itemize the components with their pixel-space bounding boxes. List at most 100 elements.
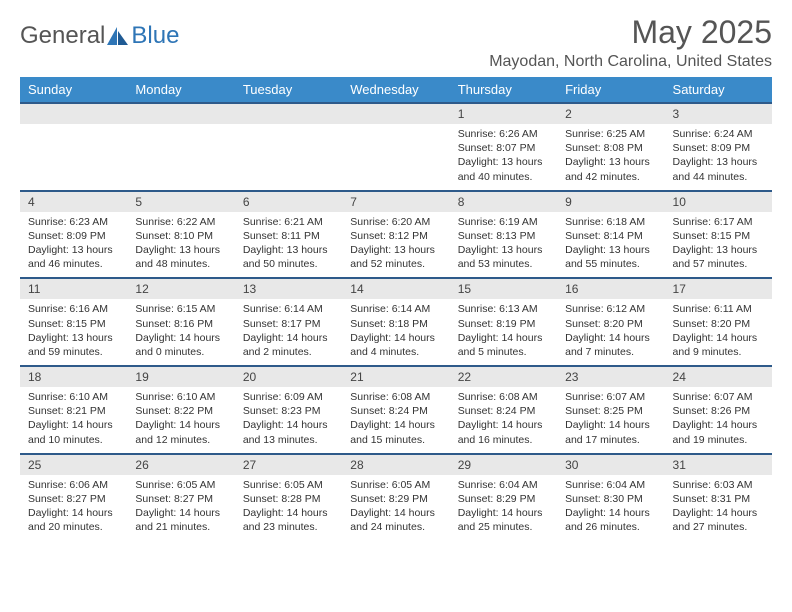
daylight-text: Daylight: 13 hours and 40 minutes. (458, 155, 549, 183)
day-number-cell: 8 (450, 191, 557, 212)
day-number-cell: 9 (557, 191, 664, 212)
day-info-cell: Sunrise: 6:13 AMSunset: 8:19 PMDaylight:… (450, 299, 557, 366)
sunset-text: Sunset: 8:31 PM (673, 492, 764, 506)
day-number-cell: 27 (235, 454, 342, 475)
daylight-text: Daylight: 14 hours and 0 minutes. (135, 331, 226, 359)
logo-sail-icon (107, 27, 129, 45)
day-number-cell: 25 (20, 454, 127, 475)
sunset-text: Sunset: 8:24 PM (458, 404, 549, 418)
sunset-text: Sunset: 8:17 PM (243, 317, 334, 331)
sunrise-text: Sunrise: 6:19 AM (458, 215, 549, 229)
logo-text-2: Blue (131, 22, 179, 50)
daylight-text: Daylight: 14 hours and 23 minutes. (243, 506, 334, 534)
daylight-text: Daylight: 14 hours and 12 minutes. (135, 418, 226, 446)
day-info-cell: Sunrise: 6:17 AMSunset: 8:15 PMDaylight:… (665, 212, 772, 279)
sunrise-text: Sunrise: 6:16 AM (28, 302, 119, 316)
location: Mayodan, North Carolina, United States (489, 53, 772, 71)
info-row: Sunrise: 6:23 AMSunset: 8:09 PMDaylight:… (20, 212, 772, 279)
daylight-text: Daylight: 14 hours and 15 minutes. (350, 418, 441, 446)
sunset-text: Sunset: 8:22 PM (135, 404, 226, 418)
daylight-text: Daylight: 13 hours and 55 minutes. (565, 243, 656, 271)
day-number-cell: 12 (127, 278, 234, 299)
day-number-cell: 1 (450, 103, 557, 124)
day-number-cell: 11 (20, 278, 127, 299)
day-info-cell (342, 124, 449, 191)
day-number-cell: 29 (450, 454, 557, 475)
sunset-text: Sunset: 8:26 PM (673, 404, 764, 418)
logo-text-1: General (20, 22, 105, 50)
day-info-cell: Sunrise: 6:04 AMSunset: 8:30 PMDaylight:… (557, 475, 664, 541)
weekday-header-row: Sunday Monday Tuesday Wednesday Thursday… (20, 77, 772, 103)
daylight-text: Daylight: 14 hours and 20 minutes. (28, 506, 119, 534)
daylight-text: Daylight: 14 hours and 24 minutes. (350, 506, 441, 534)
daylight-text: Daylight: 14 hours and 2 minutes. (243, 331, 334, 359)
sunrise-text: Sunrise: 6:07 AM (565, 390, 656, 404)
day-info-cell (235, 124, 342, 191)
day-info-cell: Sunrise: 6:26 AMSunset: 8:07 PMDaylight:… (450, 124, 557, 191)
sunset-text: Sunset: 8:29 PM (350, 492, 441, 506)
weekday-header: Monday (127, 77, 234, 103)
day-info-cell: Sunrise: 6:04 AMSunset: 8:29 PMDaylight:… (450, 475, 557, 541)
sunrise-text: Sunrise: 6:12 AM (565, 302, 656, 316)
daylight-text: Daylight: 14 hours and 27 minutes. (673, 506, 764, 534)
day-number-cell: 13 (235, 278, 342, 299)
sunset-text: Sunset: 8:16 PM (135, 317, 226, 331)
day-info-cell: Sunrise: 6:05 AMSunset: 8:29 PMDaylight:… (342, 475, 449, 541)
day-number-cell (127, 103, 234, 124)
day-info-cell: Sunrise: 6:03 AMSunset: 8:31 PMDaylight:… (665, 475, 772, 541)
daylight-text: Daylight: 14 hours and 4 minutes. (350, 331, 441, 359)
sunset-text: Sunset: 8:14 PM (565, 229, 656, 243)
daylight-text: Daylight: 14 hours and 16 minutes. (458, 418, 549, 446)
day-number-cell: 7 (342, 191, 449, 212)
sunrise-text: Sunrise: 6:08 AM (458, 390, 549, 404)
sunrise-text: Sunrise: 6:14 AM (243, 302, 334, 316)
header: General Blue May 2025 Mayodan, North Car… (20, 14, 772, 71)
sunset-text: Sunset: 8:28 PM (243, 492, 334, 506)
day-number-cell: 26 (127, 454, 234, 475)
title-block: May 2025 Mayodan, North Carolina, United… (489, 14, 772, 71)
sunrise-text: Sunrise: 6:03 AM (673, 478, 764, 492)
info-row: Sunrise: 6:16 AMSunset: 8:15 PMDaylight:… (20, 299, 772, 366)
sunset-text: Sunset: 8:21 PM (28, 404, 119, 418)
sunrise-text: Sunrise: 6:04 AM (565, 478, 656, 492)
sunrise-text: Sunrise: 6:18 AM (565, 215, 656, 229)
day-number-cell: 18 (20, 366, 127, 387)
daynum-row: 123 (20, 103, 772, 124)
day-info-cell: Sunrise: 6:08 AMSunset: 8:24 PMDaylight:… (342, 387, 449, 454)
daylight-text: Daylight: 14 hours and 5 minutes. (458, 331, 549, 359)
day-number-cell: 17 (665, 278, 772, 299)
info-row: Sunrise: 6:26 AMSunset: 8:07 PMDaylight:… (20, 124, 772, 191)
day-number-cell: 4 (20, 191, 127, 212)
day-number-cell: 6 (235, 191, 342, 212)
sunrise-text: Sunrise: 6:05 AM (135, 478, 226, 492)
sunrise-text: Sunrise: 6:07 AM (673, 390, 764, 404)
sunset-text: Sunset: 8:15 PM (673, 229, 764, 243)
day-number-cell: 28 (342, 454, 449, 475)
day-number-cell: 16 (557, 278, 664, 299)
weekday-header: Friday (557, 77, 664, 103)
day-info-cell: Sunrise: 6:07 AMSunset: 8:25 PMDaylight:… (557, 387, 664, 454)
day-info-cell: Sunrise: 6:25 AMSunset: 8:08 PMDaylight:… (557, 124, 664, 191)
daylight-text: Daylight: 14 hours and 25 minutes. (458, 506, 549, 534)
sunset-text: Sunset: 8:08 PM (565, 141, 656, 155)
day-number-cell: 30 (557, 454, 664, 475)
calendar-body: 123Sunrise: 6:26 AMSunset: 8:07 PMDaylig… (20, 103, 772, 540)
sunset-text: Sunset: 8:12 PM (350, 229, 441, 243)
sunset-text: Sunset: 8:20 PM (565, 317, 656, 331)
weekday-header: Wednesday (342, 77, 449, 103)
daylight-text: Daylight: 13 hours and 53 minutes. (458, 243, 549, 271)
day-info-cell: Sunrise: 6:12 AMSunset: 8:20 PMDaylight:… (557, 299, 664, 366)
sunset-text: Sunset: 8:29 PM (458, 492, 549, 506)
sunrise-text: Sunrise: 6:14 AM (350, 302, 441, 316)
daylight-text: Daylight: 14 hours and 7 minutes. (565, 331, 656, 359)
sunset-text: Sunset: 8:27 PM (135, 492, 226, 506)
daylight-text: Daylight: 13 hours and 46 minutes. (28, 243, 119, 271)
day-number-cell: 10 (665, 191, 772, 212)
day-info-cell: Sunrise: 6:08 AMSunset: 8:24 PMDaylight:… (450, 387, 557, 454)
day-info-cell: Sunrise: 6:24 AMSunset: 8:09 PMDaylight:… (665, 124, 772, 191)
sunrise-text: Sunrise: 6:10 AM (28, 390, 119, 404)
day-info-cell: Sunrise: 6:06 AMSunset: 8:27 PMDaylight:… (20, 475, 127, 541)
day-info-cell: Sunrise: 6:15 AMSunset: 8:16 PMDaylight:… (127, 299, 234, 366)
info-row: Sunrise: 6:06 AMSunset: 8:27 PMDaylight:… (20, 475, 772, 541)
sunrise-text: Sunrise: 6:09 AM (243, 390, 334, 404)
